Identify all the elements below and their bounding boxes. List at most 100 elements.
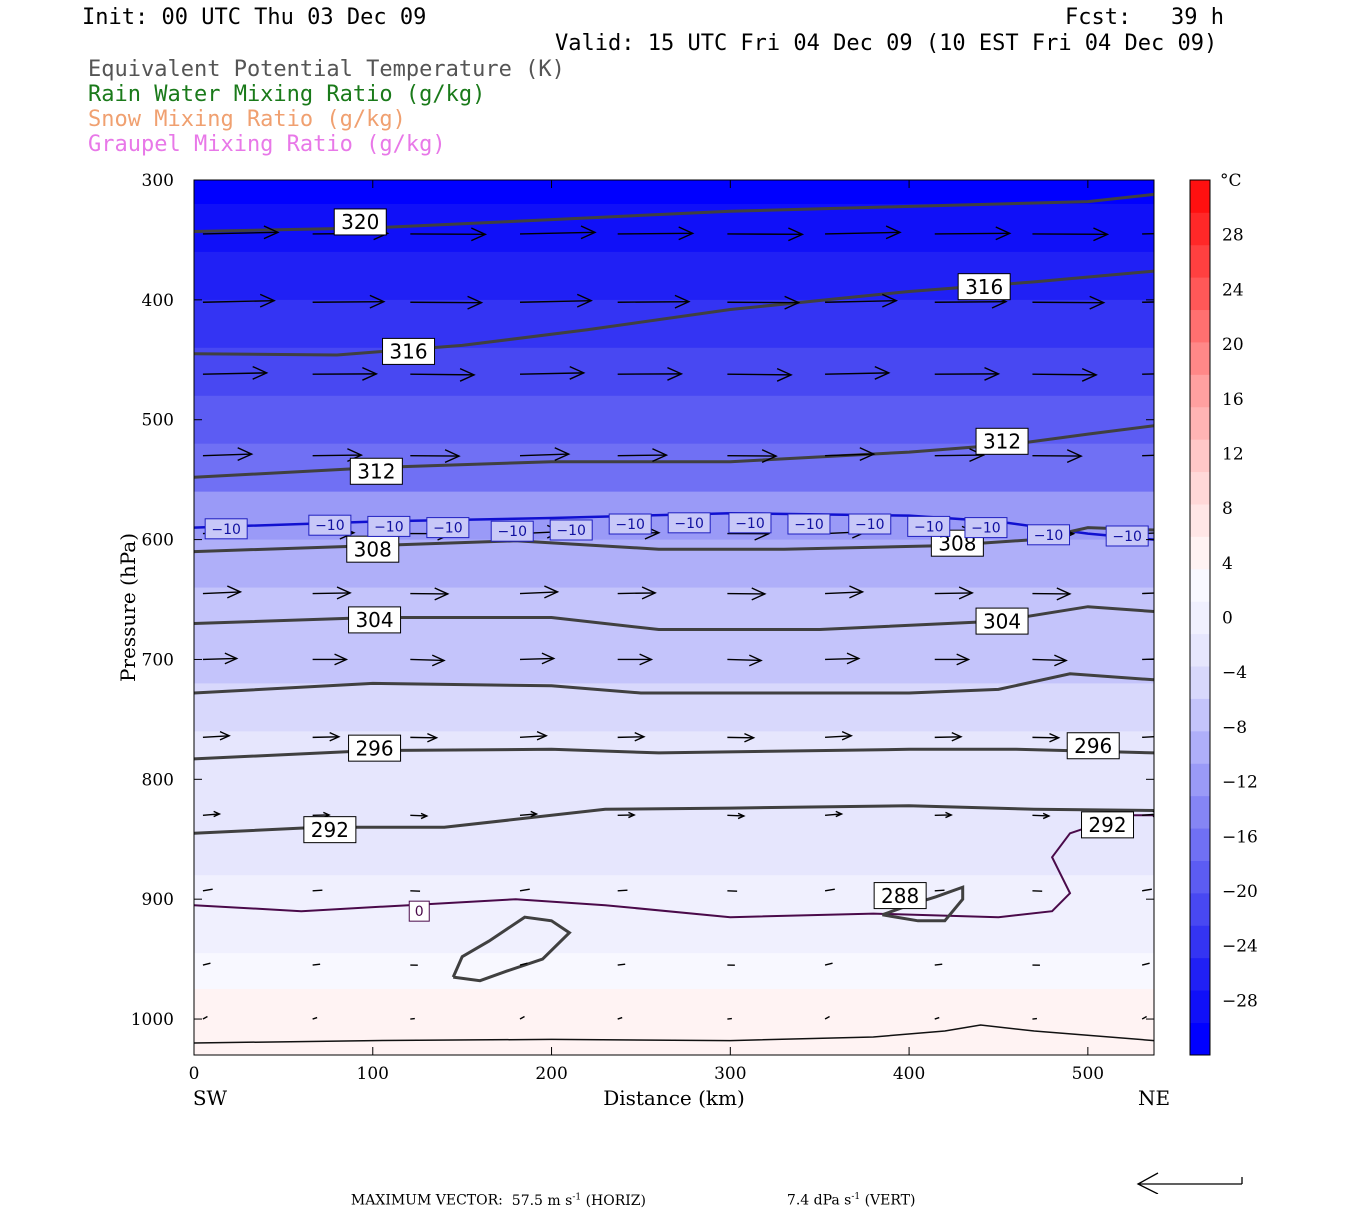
x-tick-label: 100 <box>357 1064 389 1084</box>
theta-e-label: 316 <box>383 338 435 364</box>
isotherm-minus10-label: −10 <box>1106 526 1148 546</box>
wind-vector-shaft <box>313 737 339 738</box>
colorbar-swatch <box>1190 1023 1210 1056</box>
x-tick-label: 200 <box>535 1064 567 1084</box>
wind-vector-shaft <box>618 233 693 234</box>
wind-vector-shaft <box>935 302 1006 303</box>
isotherm-minus10-label: −10 <box>550 520 592 540</box>
isotherm-minus10-label: −10 <box>788 514 830 534</box>
colorbar-swatch <box>1190 861 1210 894</box>
colorbar-swatch <box>1190 569 1210 602</box>
isotherm-minus10-label-text: −10 <box>735 516 765 532</box>
wind-vector <box>1032 1019 1037 1020</box>
wind-vector-head <box>1169 525 1183 538</box>
wind-vector-shaft <box>520 658 554 659</box>
wind-vector-shaft <box>1032 374 1096 375</box>
y-tick-label: 1000 <box>131 1010 174 1030</box>
x-axis-label: Distance (km) <box>603 1086 745 1110</box>
colorbar-tick-label: 0 <box>1222 609 1233 629</box>
isotherm-minus10-label: −10 <box>668 513 710 533</box>
colorbar-tick-label: −28 <box>1222 991 1258 1011</box>
colorbar-tick-label: −20 <box>1222 882 1258 902</box>
wind-vector-shaft <box>935 737 961 738</box>
colorbar-swatch <box>1190 666 1210 699</box>
isotherm-minus10-label-text: −10 <box>794 517 824 533</box>
isotherm-minus10-label-text: −10 <box>914 519 944 535</box>
wind-vector-shaft <box>935 455 984 456</box>
y-tick-label: 700 <box>142 650 174 670</box>
isotherm-minus10-label-text: −10 <box>433 521 463 537</box>
wind-vector-shaft <box>618 890 628 891</box>
colorbar-swatch <box>1190 277 1210 310</box>
theta-e-label: 292 <box>304 817 356 843</box>
theta-e-label: 304 <box>976 608 1028 634</box>
wind-vector-shaft <box>935 593 973 594</box>
wind-vector-shaft <box>618 302 689 303</box>
temperature-band <box>194 989 1154 1022</box>
isotherm-minus10-label-text: −10 <box>497 524 527 540</box>
colorbar-swatch <box>1190 634 1210 667</box>
colorbar-swatch <box>1190 310 1210 343</box>
colorbar-tick-label: 20 <box>1222 335 1244 355</box>
colorbar-swatch <box>1190 407 1210 440</box>
y-tick-label: 800 <box>142 770 174 790</box>
reference-vector-arrow <box>1130 1168 1250 1194</box>
wind-vector-shaft <box>618 964 626 965</box>
wind-vector-shaft <box>727 1019 732 1020</box>
wind-vector-shaft <box>618 593 656 594</box>
colorbar-swatch <box>1190 828 1210 861</box>
colorbar-swatch <box>1190 731 1210 764</box>
wind-vector-shaft <box>935 964 943 965</box>
wind-vector <box>313 964 321 965</box>
colorbar-swatch <box>1190 958 1210 991</box>
colorbar-tick-label: 8 <box>1222 499 1233 519</box>
wind-vector-head <box>1177 448 1191 461</box>
colorbar-swatch <box>1190 374 1210 407</box>
theta-e-label: 312 <box>976 428 1028 454</box>
theta-e-label-text: 320 <box>341 210 379 234</box>
colorbar-tick-label: 4 <box>1222 554 1233 574</box>
wind-vector-shaft <box>727 374 791 375</box>
isotherm-minus10-label: −10 <box>908 516 950 536</box>
colorbar-swatch <box>1190 245 1210 278</box>
max-vector-label: MAXIMUM VECTOR: 57.5 m s-1 (HORIZ) <box>342 1176 646 1209</box>
colorbar-tick-label: 24 <box>1222 280 1244 300</box>
isotherm-minus10-label: −10 <box>965 518 1007 538</box>
wind-vector-shaft <box>727 659 761 660</box>
right-end-label: NE <box>1138 1086 1170 1110</box>
wind-vector-shaft <box>313 964 321 965</box>
isotherm-minus10-label-text: −10 <box>674 516 704 532</box>
colorbar-swatch <box>1190 342 1210 375</box>
x-tick-label: 500 <box>1072 1064 1104 1084</box>
colorbar-unit: °C <box>1220 171 1242 191</box>
wind-vector-shaft <box>825 658 859 659</box>
wind-vector-shaft <box>313 890 323 891</box>
vert-max: 7.4 dPa s-1 (VERT) <box>778 1176 915 1209</box>
wind-vector-head <box>1159 732 1168 740</box>
y-tick-label: 500 <box>142 411 174 431</box>
theta-e-label-text: 292 <box>1088 813 1126 837</box>
wind-vector-shaft <box>935 233 1010 234</box>
y-tick-label: 400 <box>142 291 174 311</box>
wind-vector-head <box>1164 653 1176 664</box>
colorbar-swatch <box>1190 699 1210 732</box>
colorbar-swatch <box>1190 990 1210 1023</box>
theta-e-label: 312 <box>350 458 402 484</box>
colorbar-tick-label: 12 <box>1222 444 1244 464</box>
wind-vector-shaft <box>935 890 945 891</box>
isotherm-minus10-label: −10 <box>491 521 533 541</box>
wind-vector <box>618 964 626 965</box>
colorbar-swatch <box>1190 601 1210 634</box>
y-tick-label: 300 <box>142 171 174 191</box>
theta-e-label: 320 <box>334 209 386 235</box>
colorbar-swatch <box>1190 763 1210 796</box>
left-end-label: SW <box>193 1086 228 1110</box>
theta-e-label-text: 296 <box>355 736 393 760</box>
wind-vector-shaft <box>203 658 237 659</box>
colorbar-tick-label: 28 <box>1222 226 1244 246</box>
theta-e-label: 308 <box>347 536 399 562</box>
theta-e-label-text: 308 <box>354 537 392 561</box>
isotherm-minus10-label: −10 <box>729 513 771 533</box>
isotherm-minus10-label: −10 <box>309 515 351 535</box>
